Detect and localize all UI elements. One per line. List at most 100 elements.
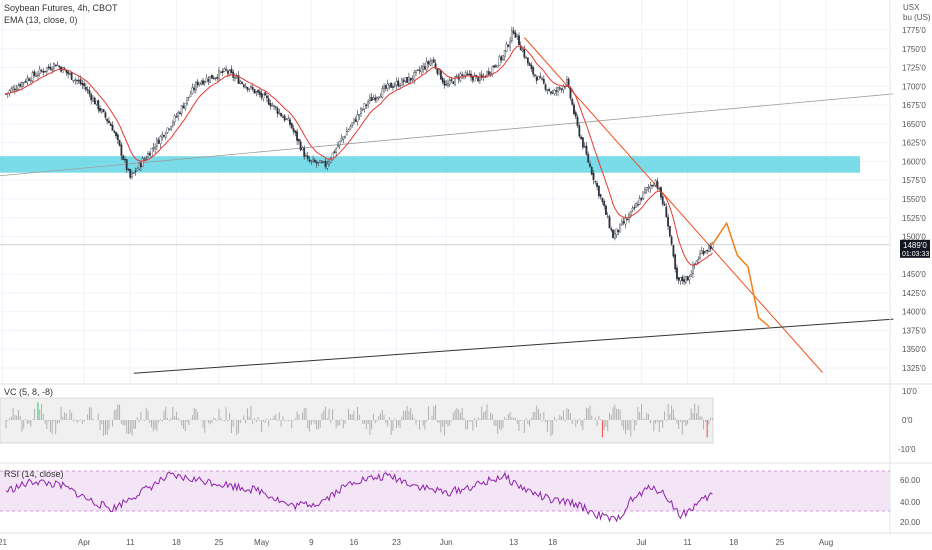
- candle-body: [574, 112, 577, 117]
- candle-body: [345, 131, 348, 136]
- candles: [5, 26, 714, 286]
- candle-body: [299, 141, 302, 151]
- candle-body: [601, 197, 604, 202]
- candle-body: [566, 79, 568, 87]
- candle-body: [613, 233, 616, 239]
- candle-body: [210, 74, 213, 79]
- candle-body: [333, 151, 336, 154]
- candle-body: [464, 72, 467, 76]
- candle-body: [415, 70, 417, 73]
- time-tick-label: 11: [683, 538, 692, 547]
- time-axis[interactable]: 21 Apr 11 18 25 May 9 16 23 Jun 13 18 Jul 11 18 25 Aug: [0, 532, 932, 547]
- rsi-line: [5, 471, 713, 523]
- candle-body: [374, 97, 377, 101]
- candle-body: [541, 78, 543, 80]
- projection-line: [711, 222, 770, 328]
- candle-body: [77, 80, 80, 82]
- candle-body: [67, 71, 70, 75]
- candle-body: [642, 191, 645, 199]
- candle-body: [100, 109, 103, 113]
- candle-body: [384, 85, 387, 89]
- candle-body: [148, 153, 151, 156]
- candle-body: [342, 136, 345, 140]
- price-tick-label: 1450'0: [902, 270, 926, 279]
- candle-body: [38, 68, 41, 75]
- price-tick-label: 1325'0: [902, 364, 926, 373]
- candle-body: [184, 102, 187, 109]
- price-tick-label: 1425'0: [902, 289, 926, 298]
- candle-body: [241, 82, 243, 84]
- candle-body: [278, 112, 281, 114]
- candle-body: [651, 184, 654, 187]
- price-pane[interactable]: Soybean Futures, 4h, CBOT EMA (13, close…: [0, 0, 894, 384]
- candle-body: [17, 85, 20, 90]
- price-tick-label: 1375'0: [902, 326, 926, 335]
- candle-body: [503, 50, 506, 57]
- candle-body: [700, 250, 703, 254]
- candle-body: [615, 228, 618, 235]
- candle-body: [519, 45, 522, 51]
- candle-body: [22, 82, 25, 84]
- candle-body: [21, 82, 23, 88]
- candle-body: [551, 92, 554, 94]
- candle-body: [53, 63, 55, 69]
- candle-body: [441, 78, 444, 83]
- candle-body: [90, 94, 93, 101]
- candle-body: [76, 79, 78, 81]
- candle-body: [708, 245, 710, 252]
- candle-body: [535, 76, 538, 81]
- candle-body: [104, 112, 107, 118]
- candle-body: [262, 93, 265, 99]
- candle-body: [195, 82, 197, 91]
- candle-body: [163, 135, 165, 137]
- candle-body: [113, 130, 116, 133]
- vc-tick-top: 10'0: [902, 387, 917, 396]
- candle-body: [124, 158, 126, 161]
- candle-body: [663, 203, 666, 206]
- candle-body: [274, 106, 277, 108]
- candle-body: [10, 88, 13, 93]
- candle-body: [33, 71, 36, 76]
- candle-body: [134, 170, 137, 173]
- candle-body: [699, 253, 701, 259]
- candle-body: [452, 81, 455, 85]
- legend-ema: EMA (13, close, 0): [4, 15, 78, 25]
- candle-body: [225, 68, 227, 71]
- candle-body: [704, 250, 707, 254]
- price-tick-label: 1350'0: [902, 345, 926, 354]
- candle-body: [248, 88, 251, 90]
- candle-body: [386, 83, 389, 89]
- candle-body: [338, 140, 341, 146]
- price-axis[interactable]: USX bu (US) 1775'0 1750'0 1725'0 1700'0 1675…: [889, 0, 931, 535]
- candle-body: [191, 87, 194, 94]
- candle-body: [631, 207, 634, 211]
- rsi-pane[interactable]: RSI (14, close) 60.00 40.00 20.00: [0, 462, 932, 527]
- candle-body: [400, 78, 403, 86]
- time-tick-label: 9: [309, 538, 314, 547]
- candle-body: [557, 87, 559, 93]
- candle-body: [161, 134, 164, 138]
- candle-body: [152, 147, 155, 149]
- price-tick-label: 1675'0: [902, 101, 926, 110]
- candle-body: [315, 162, 318, 164]
- candle-body: [324, 160, 327, 167]
- candle-body: [331, 152, 334, 161]
- candle-body: [416, 69, 419, 71]
- candle-body: [267, 98, 270, 105]
- candle-body: [480, 74, 483, 78]
- candle-body: [328, 161, 330, 165]
- candle-body: [408, 76, 410, 84]
- candle-body: [516, 34, 519, 37]
- candle-body: [649, 185, 652, 189]
- candle-body: [19, 84, 22, 87]
- candle-body: [42, 71, 45, 73]
- candle-body: [171, 122, 174, 126]
- candle-body: [510, 30, 513, 41]
- candle-body: [31, 72, 34, 82]
- candle-body: [466, 73, 469, 75]
- candle-body: [558, 87, 561, 89]
- candle-body: [431, 59, 433, 64]
- vc-pane[interactable]: VC (5, 8, -8) 10'0 0'0 -10'0: [0, 383, 932, 454]
- candle-body: [542, 79, 545, 84]
